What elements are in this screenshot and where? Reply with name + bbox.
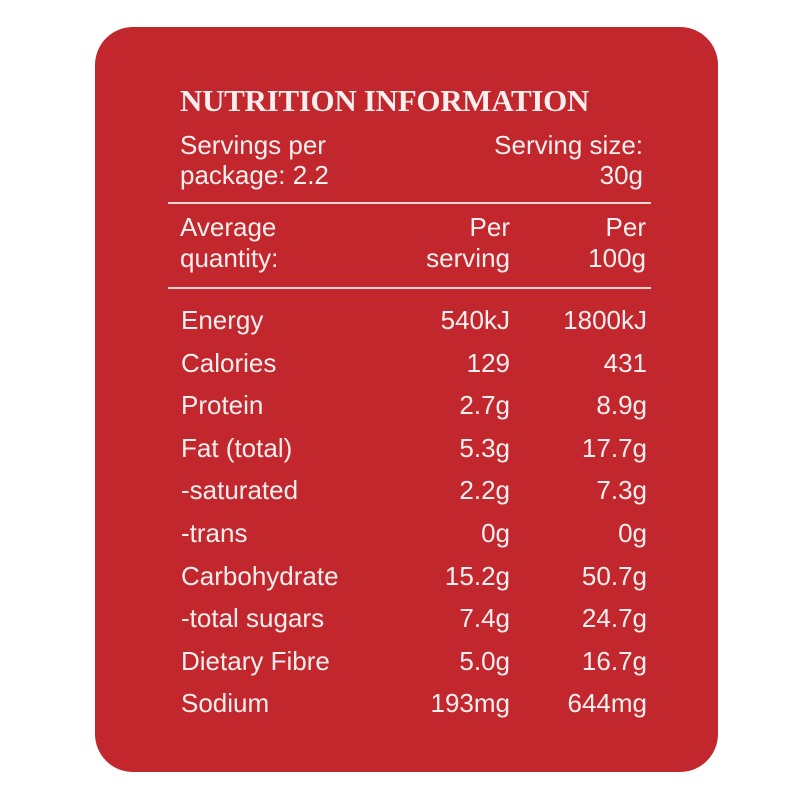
servings-per-package-line2: package: 2.2 [180, 160, 329, 190]
header-per-100g-line2: 100g [588, 243, 646, 273]
nutrient-name: Dietary Fibre [181, 645, 330, 676]
nutrient-name: Energy [181, 305, 264, 335]
per-100g-value: 50.7g [581, 560, 647, 591]
per-100g-value: 1800kJ [563, 305, 647, 335]
nutrient-row: Sodium 193mg 644mg [181, 688, 647, 718]
header-per-100g-line1: Per [605, 212, 646, 242]
nutrient-row: Carbohydrate 15.2g 50.7g [181, 561, 647, 591]
per-100g-value: 8.9g [596, 390, 647, 421]
per-100g-value: 644mg [567, 688, 648, 719]
per-100g-value: 0g [618, 518, 647, 548]
divider [168, 287, 651, 289]
nutrient-name: Protein [181, 390, 264, 421]
per-serving-value: 5.3g [459, 432, 510, 463]
nutrition-panel: NUTRITION INFORMATION Servings per packa… [95, 27, 718, 772]
servings-per-package-line1: Servings per [180, 130, 326, 160]
panel-title: NUTRITION INFORMATION [180, 83, 590, 118]
nutrient-row: Dietary Fibre 5.0g 16.7g [181, 646, 647, 676]
per-100g-value: 7.3g [596, 475, 647, 506]
serving-size-line2: 30g [599, 160, 643, 190]
nutrient-row: -total sugars 7.4g 24.7g [181, 603, 647, 633]
nutrient-row: Energy 540kJ 1800kJ [181, 305, 647, 335]
serving-size-line1: Serving size: [494, 130, 643, 160]
per-100g-value: 17.7g [581, 432, 647, 463]
header-average-line2: quantity: [180, 243, 279, 273]
nutrient-row: -saturated 2.2g 7.3g [181, 475, 647, 505]
per-serving-value: 2.2g [459, 475, 510, 506]
header-average-line1: Average [180, 212, 277, 242]
nutrient-name: Fat (total) [181, 432, 293, 463]
per-100g-value: 16.7g [581, 645, 647, 676]
per-100g-value: 431 [603, 347, 647, 378]
divider [168, 202, 651, 204]
header-per-serving-line1: Per [469, 212, 510, 242]
nutrient-name: Calories [181, 347, 277, 378]
per-serving-value: 2.7g [459, 390, 510, 421]
per-serving-value: 0g [481, 518, 510, 548]
nutrient-name: Carbohydrate [181, 560, 339, 591]
per-serving-value: 129 [466, 347, 510, 378]
per-serving-value: 193mg [430, 688, 511, 719]
nutrient-row: Protein 2.7g 8.9g [181, 390, 647, 420]
nutrient-name: Sodium [181, 688, 270, 719]
nutrient-row: Calories 129 431 [181, 348, 647, 378]
per-100g-value: 24.7g [581, 603, 647, 634]
per-serving-value: 540kJ [440, 305, 510, 335]
nutrient-row: -trans 0g 0g [181, 518, 647, 548]
nutrient-name: -trans [181, 518, 248, 548]
nutrient-name: -saturated [181, 475, 299, 506]
per-serving-value: 15.2g [444, 560, 510, 591]
per-serving-value: 7.4g [459, 603, 510, 634]
nutrient-name: -total sugars [181, 603, 325, 634]
per-serving-value: 5.0g [459, 645, 510, 676]
nutrient-row: Fat (total) 5.3g 17.7g [181, 433, 647, 463]
header-per-serving-line2: serving [426, 243, 510, 273]
